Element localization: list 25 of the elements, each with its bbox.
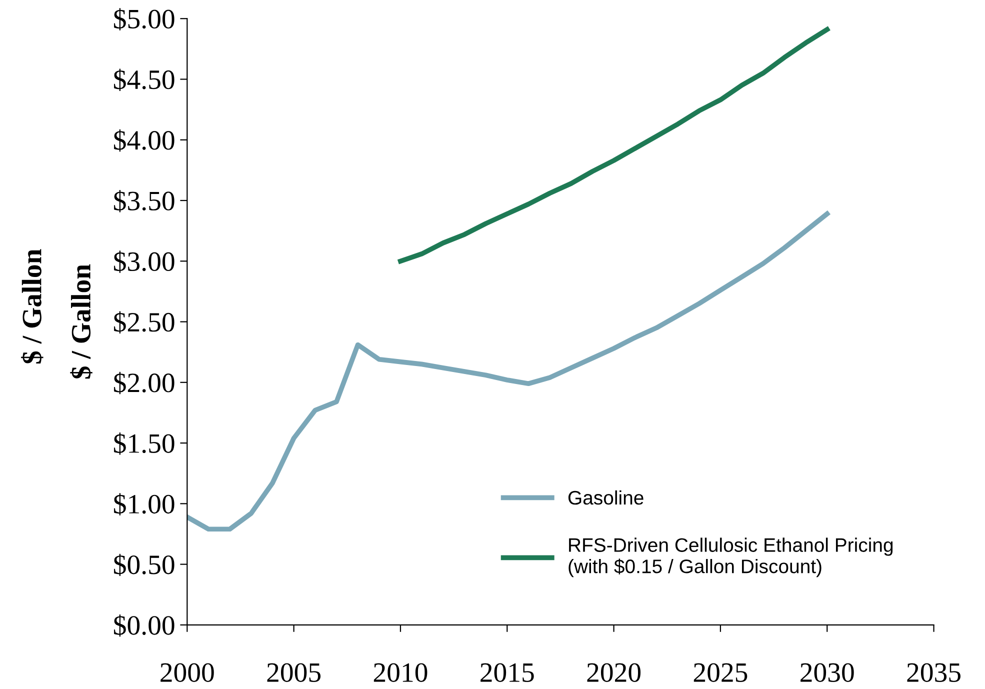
y-tick-label: $0.00 bbox=[114, 614, 174, 637]
y-tick-label: $0.50 bbox=[114, 554, 174, 576]
x-tick-label: 2005 bbox=[267, 663, 321, 682]
legend-label: Gasoline bbox=[568, 490, 644, 505]
y-tick-label: $3.50 bbox=[114, 190, 174, 212]
x-tick-label: 2015 bbox=[480, 663, 534, 682]
line-series bbox=[187, 211, 830, 532]
y-tick-label: $4.50 bbox=[114, 68, 174, 91]
y-tick-label: $1.00 bbox=[114, 493, 174, 516]
legend-label: RFS-Driven Cellulosic Ethanol Pricing (with $0.15 / Gallon Discount) bbox=[568, 538, 893, 578]
y-tick-label: $1.50 bbox=[114, 432, 174, 455]
y-tick-label: $3.00 bbox=[114, 250, 174, 273]
y-tick-label: $2.00 bbox=[114, 372, 174, 394]
x-tick-label: 2000 bbox=[160, 663, 214, 682]
x-tick-label: 2030 bbox=[800, 663, 854, 682]
x-tick-label: 2020 bbox=[587, 663, 641, 682]
y-axis-title: $ / Gallon bbox=[70, 264, 92, 379]
x-tick-label: 2035 bbox=[907, 663, 960, 682]
x-tick-label: 2025 bbox=[694, 663, 748, 682]
line-series bbox=[398, 27, 830, 264]
text: $ / Gallon bbox=[21, 249, 44, 364]
y-tick-label: $4.00 bbox=[114, 129, 174, 152]
y-tick-label: $5.00 bbox=[114, 8, 174, 30]
x-tick-label: 2010 bbox=[374, 663, 428, 682]
y-tick-label: $2.50 bbox=[114, 311, 174, 334]
